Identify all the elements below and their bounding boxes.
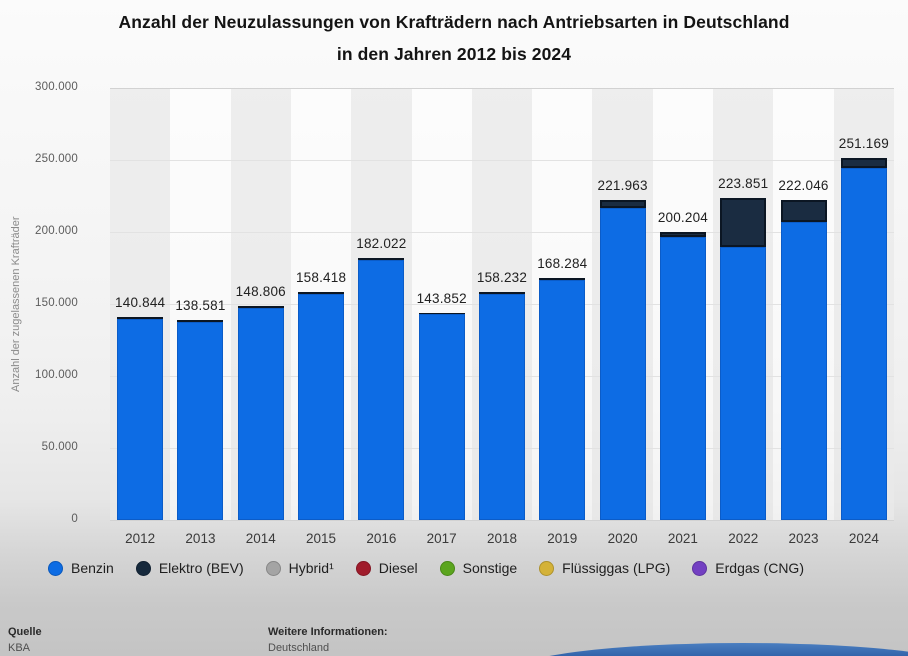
bar-benzin-2012[interactable] xyxy=(117,319,164,520)
x-axis-label-2023: 2023 xyxy=(788,531,819,546)
y-axis: 300.000 250.000 200.000 150.000 100.000 50.00… xyxy=(0,0,80,656)
y-tick-label: 150.000 xyxy=(35,297,78,309)
x-axis-label-2015: 2015 xyxy=(306,531,337,546)
bar-elektro-2012[interactable] xyxy=(117,317,164,320)
bar-elektro-2022[interactable] xyxy=(720,197,767,247)
legend-item-label: Erdgas (CNG) xyxy=(715,560,804,576)
gridline xyxy=(110,160,894,161)
x-axis-label-2017: 2017 xyxy=(426,531,457,546)
bar-benzin-2017[interactable] xyxy=(418,314,465,520)
legend-color-dot xyxy=(135,560,151,576)
legend-item-label: Sonstige xyxy=(462,560,518,576)
plot-area: 140.844 138.581 148.806 158.418 182.022 143.8… xyxy=(110,88,894,521)
legend-color-dot xyxy=(48,560,63,576)
more-info-label: Weitere Informationen: xyxy=(268,626,388,638)
gridline xyxy=(110,520,894,521)
bar-value-label-2018: 158.232 xyxy=(476,270,528,286)
bar-value-label-2022: 223.851 xyxy=(718,175,769,191)
x-axis-label-2021: 2021 xyxy=(667,531,698,546)
legend: Benzin Elektro (BEV) Hybrid¹ Diesel Sonstige… xyxy=(48,560,878,576)
bar-benzin-2016[interactable] xyxy=(358,260,405,520)
bar-elektro-2014[interactable] xyxy=(237,305,284,308)
source-value: KBA xyxy=(8,642,31,654)
legend-item-erdgas-cng[interactable]: Erdgas (CNG) xyxy=(692,560,804,576)
bar-value-label-2020: 221.963 xyxy=(597,178,648,194)
bar-elektro-2017[interactable] xyxy=(418,312,465,315)
legend-item-label: Benzin xyxy=(71,560,114,576)
legend-item-label: Diesel xyxy=(378,560,418,576)
bar-value-label-2024: 251.169 xyxy=(838,136,889,152)
bar-value-label-2023: 222.046 xyxy=(778,178,829,194)
statista-logo-swoosh xyxy=(508,643,908,656)
bar-value-label-2012: 140.844 xyxy=(115,295,166,311)
bar-elektro-2018[interactable] xyxy=(479,292,525,295)
x-axis-label-2022: 2022 xyxy=(728,531,759,546)
bar-benzin-2013[interactable] xyxy=(177,322,224,520)
legend-item-fl-ssiggas-lpg[interactable]: Flüssiggas (LPG) xyxy=(539,560,670,576)
legend-color-dot xyxy=(439,560,455,576)
bar-benzin-2022[interactable] xyxy=(720,246,767,520)
x-axis-label-2020: 2020 xyxy=(607,531,638,546)
legend-item-hybrid[interactable]: Hybrid¹ xyxy=(265,560,334,576)
bar-benzin-2023[interactable] xyxy=(780,222,827,520)
legend-item-label: Flüssiggas (LPG) xyxy=(562,560,671,576)
legend-color-dot xyxy=(355,560,371,576)
legend-color-dot xyxy=(265,560,281,576)
gridline xyxy=(110,88,894,89)
bar-benzin-2020[interactable] xyxy=(599,207,646,520)
y-tick-label: 100.000 xyxy=(35,369,78,381)
bar-elektro-2020[interactable] xyxy=(599,200,646,208)
chart-title-line1: Anzahl der Neuzulassungen von Krafträder… xyxy=(118,12,790,32)
source-block: Quelle KBA xyxy=(8,624,42,656)
bar-benzin-2024[interactable] xyxy=(840,168,887,520)
chart-title: Anzahl der Neuzulassungen von Krafträder… xyxy=(0,6,908,70)
legend-item-elektro-bev[interactable]: Elektro (BEV) xyxy=(135,560,244,576)
x-axis-label-2013: 2013 xyxy=(185,531,216,546)
y-tick-label: 300.000 xyxy=(35,81,78,93)
bar-benzin-2014[interactable] xyxy=(237,307,284,520)
y-tick-label: 200.000 xyxy=(35,225,78,237)
bar-elektro-2024[interactable] xyxy=(840,158,887,169)
legend-item-label: Elektro (BEV) xyxy=(158,560,244,576)
bar-benzin-2021[interactable] xyxy=(659,236,706,520)
bar-benzin-2019[interactable] xyxy=(539,280,586,520)
bar-value-label-2014: 148.806 xyxy=(235,283,286,299)
bar-elektro-2021[interactable] xyxy=(659,231,706,237)
more-info-block: Weitere Informationen: Deutschland xyxy=(268,624,388,656)
more-info-value: Deutschland xyxy=(268,642,330,654)
source-label: Quelle xyxy=(8,626,42,638)
x-axis-label-2014: 2014 xyxy=(245,531,276,546)
legend-item-diesel[interactable]: Diesel xyxy=(355,560,418,576)
bar-elektro-2015[interactable] xyxy=(298,291,345,294)
chart-title-line2: in den Jahren 2012 bis 2024 xyxy=(336,44,572,64)
bar-elektro-2023[interactable] xyxy=(780,200,827,223)
legend-item-benzin[interactable]: Benzin xyxy=(48,560,114,576)
legend-item-sonstige[interactable]: Sonstige xyxy=(439,560,518,576)
x-axis-label-2012: 2012 xyxy=(125,531,156,546)
y-tick-label: 250.000 xyxy=(35,153,78,165)
legend-item-label: Hybrid¹ xyxy=(288,560,334,576)
legend-color-dot xyxy=(539,560,555,576)
legend-color-dot xyxy=(692,560,708,576)
bar-benzin-2018[interactable] xyxy=(479,294,525,520)
y-tick-label: 50.000 xyxy=(41,441,78,453)
bar-elektro-2019[interactable] xyxy=(539,277,586,281)
bar-benzin-2015[interactable] xyxy=(298,293,345,520)
bar-value-label-2019: 168.284 xyxy=(537,255,588,271)
x-axis-label-2016: 2016 xyxy=(366,531,397,546)
bar-value-label-2017: 143.852 xyxy=(416,290,467,306)
gridline xyxy=(110,232,894,233)
bar-elektro-2016[interactable] xyxy=(358,257,405,261)
x-axis-label-2019: 2019 xyxy=(547,531,578,546)
x-axis-label-2024: 2024 xyxy=(848,531,879,546)
y-tick-label: 0 xyxy=(71,513,78,525)
bar-value-label-2013: 138.581 xyxy=(175,298,226,314)
bar-value-label-2015: 158.418 xyxy=(295,269,347,285)
x-axis-label-2018: 2018 xyxy=(486,531,518,546)
bar-elektro-2013[interactable] xyxy=(177,320,224,322)
bar-value-label-2016: 182.022 xyxy=(356,235,407,251)
bar-value-label-2021: 200.204 xyxy=(657,209,709,225)
